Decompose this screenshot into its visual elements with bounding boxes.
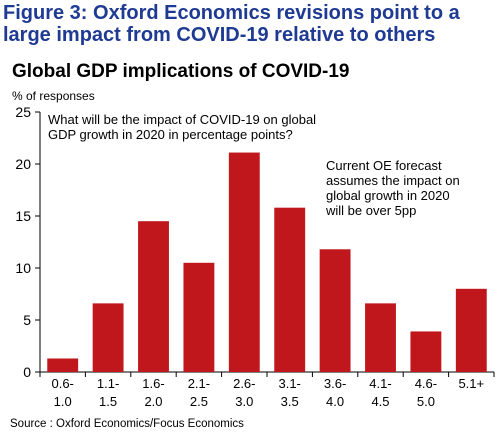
x-tick-label: 2.1-2.5 xyxy=(188,376,210,409)
y-tick-label: 0 xyxy=(23,364,31,380)
y-tick-label: 25 xyxy=(15,104,31,120)
bar xyxy=(228,152,260,372)
figure-title: Figure 3: Oxford Economics revisions poi… xyxy=(3,2,497,46)
x-tick-label: 0.6-1.0 xyxy=(51,376,73,409)
x-tick-label: 1.6-2.0 xyxy=(142,376,164,409)
x-tick-label: 3.1-3.5 xyxy=(278,376,300,409)
bar xyxy=(47,358,79,372)
chart-annotation: What will be the impact of COVID-19 on g… xyxy=(48,112,316,142)
x-tick-label: 5.1+ xyxy=(458,376,484,391)
x-tick-label: 3.6-4.0 xyxy=(324,376,346,409)
bar xyxy=(319,249,351,372)
y-tick-label: 15 xyxy=(15,208,31,224)
bar xyxy=(455,288,487,372)
chart-title: Global GDP implications of COVID-19 xyxy=(12,61,350,82)
x-tick-label: 1.1-1.5 xyxy=(97,376,119,409)
bar xyxy=(92,303,124,372)
bar xyxy=(410,331,442,372)
bar xyxy=(183,262,215,372)
chart-annotation: Current OE forecast assumes the impact on… xyxy=(325,158,460,218)
x-tick-label: 2.6-3.0 xyxy=(233,376,255,409)
y-tick-label: 20 xyxy=(15,156,31,172)
source-note: Source : Oxford Economics/Focus Economic… xyxy=(10,418,244,430)
x-tick-label: 4.1-4.5 xyxy=(369,376,391,409)
x-tick-label: 4.6-5.0 xyxy=(415,376,437,409)
y-tick-label: 5 xyxy=(23,312,31,328)
y-tick-label: 10 xyxy=(15,260,31,276)
figure-title-line-2: large impact from COVID-19 relative to o… xyxy=(3,24,436,46)
y-axis-label: % of responses xyxy=(12,89,95,103)
bar xyxy=(365,303,396,372)
figure-title-line-1: Figure 3: Oxford Economics revisions poi… xyxy=(3,2,460,24)
bar xyxy=(138,221,169,372)
bar xyxy=(274,207,306,372)
